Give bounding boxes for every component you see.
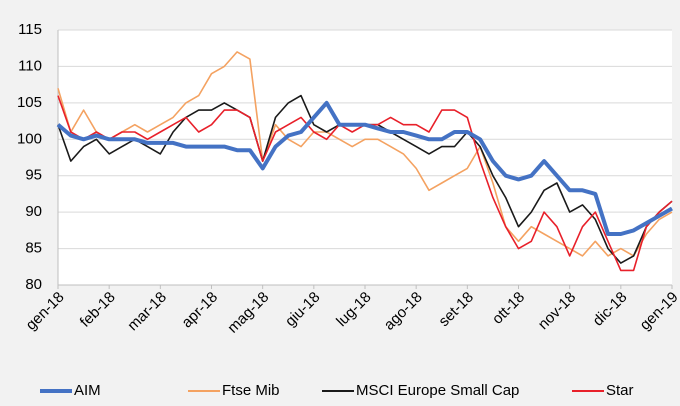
y-tick-label: 90: [25, 203, 42, 220]
legend-label: Ftse Mib: [222, 382, 280, 399]
y-tick-label: 80: [25, 276, 42, 293]
y-tick-label: 110: [18, 57, 42, 74]
series-line: [56, 100, 673, 236]
legend-label: MSCI Europe Small Cap: [356, 382, 519, 399]
legend-label: AIM: [74, 382, 101, 399]
y-tick-label: 105: [17, 94, 42, 111]
y-tick-label: 85: [25, 240, 42, 257]
y-tick-label: 115: [18, 21, 42, 38]
y-tick-label: 100: [17, 130, 42, 147]
plot-area: [58, 30, 672, 285]
series-line: [57, 51, 673, 257]
y-tick-label: 95: [25, 167, 42, 184]
legend-label: Star: [606, 382, 634, 399]
